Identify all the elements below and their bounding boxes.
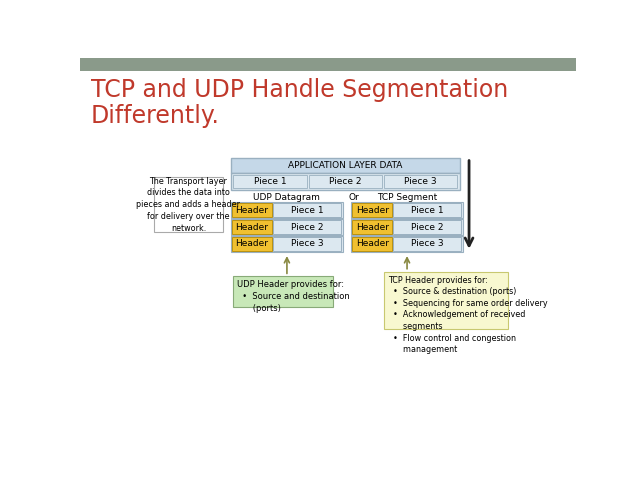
Text: Piece 3: Piece 3 [411,240,444,249]
Text: Suleyman Demirel University, 2011: Suleyman Demirel University, 2011 [241,60,415,70]
Bar [351,219,463,235]
Bar [232,220,272,234]
Bar [273,237,341,251]
Text: Piece 3: Piece 3 [404,177,437,186]
Text: TCP Header provides for:
  •  Source & destination (ports)
  •  Sequencing for s: TCP Header provides for: • Source & dest… [388,276,548,354]
Bar [352,220,392,234]
Text: Header: Header [356,240,388,249]
Text: TCP Segment: TCP Segment [377,193,437,202]
Text: Piece 2: Piece 2 [329,177,362,186]
Bar [352,237,392,251]
Bar [232,203,272,217]
Bar [232,237,272,251]
Text: Header: Header [236,240,269,249]
Bar [154,177,223,232]
Bar [393,237,461,251]
Bar [234,175,307,189]
Bar [393,220,461,234]
Text: Header: Header [236,205,269,215]
Text: APPLICATION LAYER DATA: APPLICATION LAYER DATA [288,161,403,170]
Text: Piece 1: Piece 1 [291,205,323,215]
Bar [384,272,508,329]
Bar [231,219,343,235]
Bar [351,203,463,218]
Text: Or: Or [348,193,359,202]
Text: TCP and UDP Handle Segmentation
Differently.: TCP and UDP Handle Segmentation Differen… [91,78,508,129]
Bar [231,173,460,190]
Bar [384,175,458,189]
Text: Piece 2: Piece 2 [291,223,323,231]
Text: UDP Datagram: UDP Datagram [253,193,321,202]
Bar [231,236,343,252]
Text: Piece 2: Piece 2 [411,223,444,231]
Text: Header: Header [356,205,388,215]
Text: Piece 1: Piece 1 [254,177,287,186]
Text: Header: Header [236,223,269,231]
Text: UDP Header provides for:
  •  Source and destination
      (ports): UDP Header provides for: • Source and de… [237,280,350,313]
Bar [80,58,576,72]
Text: Piece 3: Piece 3 [291,240,323,249]
Bar [351,236,463,252]
Text: Piece 1: Piece 1 [411,205,444,215]
Bar [393,203,461,217]
Bar [352,203,392,217]
Bar [273,203,341,217]
Bar [308,175,382,189]
Bar [233,276,333,307]
Bar [273,220,341,234]
Bar [231,158,460,173]
Text: Header: Header [356,223,388,231]
Text: The Transport layer
divides the data into
pieces and adds a header
for delivery : The Transport layer divides the data int… [136,177,241,233]
Bar [231,203,343,218]
